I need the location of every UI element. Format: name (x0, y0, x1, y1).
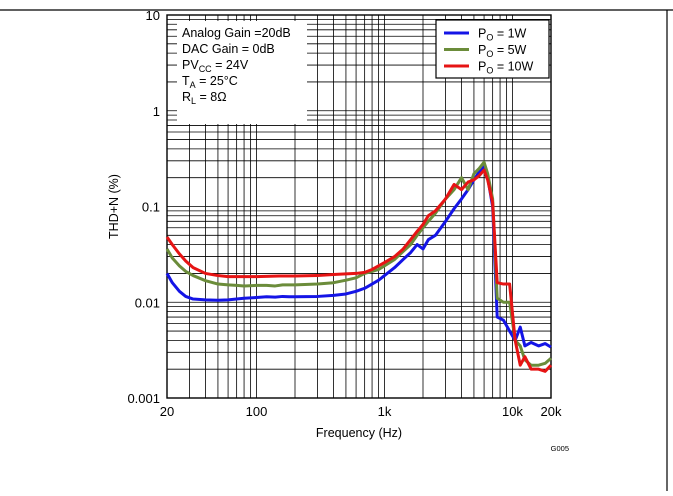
condition-subscript: L (191, 96, 196, 106)
conditions-background (177, 21, 307, 124)
legend-label-tail: = 10W (493, 60, 533, 74)
conditions-box: Analog Gain =20dB DAC Gain = 0dB PVCC = 24… (177, 21, 307, 124)
x-tick-label: 20 (160, 404, 174, 419)
y-tick-label: 10 (146, 8, 160, 23)
y-tick-label: 1 (153, 104, 160, 119)
condition-main-text: PV (182, 58, 199, 72)
plot-border (166, 14, 552, 399)
legend-label-2: PO = 5W (478, 43, 527, 59)
condition-line-4: TA = 25°C (182, 74, 238, 90)
legend-label-main: P (478, 60, 486, 74)
series-line-2 (165, 160, 552, 367)
x-axis-label: Frequency (Hz) (316, 426, 402, 440)
condition-line-1: Analog Gain =20dB (182, 26, 291, 40)
legend-label-tail: = 5W (493, 43, 526, 57)
series-line-1 (165, 165, 552, 349)
legend-label-tail: = 1W (493, 27, 526, 41)
y-tick-label: 0.001 (127, 391, 160, 406)
legend-label-subscript: O (486, 66, 493, 76)
condition-main-text: T (182, 74, 190, 88)
legend-label-subscript: O (486, 49, 493, 59)
x-tick-label: 10k (502, 404, 523, 419)
condition-main-text: R (182, 90, 191, 104)
condition-line-5: RL = 8Ω (182, 90, 227, 106)
condition-tail-text: = 25°C (196, 74, 238, 88)
x-tick-label: 100 (246, 404, 268, 419)
condition-main-text: DAC Gain = 0dB (182, 42, 275, 56)
condition-line-3: PVCC = 24V (182, 58, 249, 74)
legend-label-main: P (478, 27, 486, 41)
x-tick-label: 20k (541, 404, 562, 419)
legend-label-3: PO = 10W (478, 60, 534, 76)
condition-line-2: DAC Gain = 0dB (182, 42, 275, 56)
y-axis-label: THD+N (%) (107, 174, 121, 239)
y-tick-label: 0.01 (135, 295, 160, 310)
condition-tail-text: = 24V (212, 58, 249, 72)
x-tick-label: 1k (378, 404, 392, 419)
series-layer (165, 160, 553, 373)
condition-subscript: A (190, 80, 196, 90)
condition-main-text: Analog Gain =20dB (182, 26, 291, 40)
axes-layer: 20 100 1k 10k 20k 0.001 0.01 0.1 1 10 Frequency (H… (107, 8, 569, 453)
condition-tail-text: = 8Ω (196, 90, 227, 104)
legend-label-subscript: O (486, 33, 493, 43)
legend-label-main: P (478, 43, 486, 57)
legend-label-1: PO = 1W (478, 27, 527, 43)
condition-subscript: CC (199, 64, 212, 74)
figure-code: G005 (551, 444, 569, 453)
series-line-3 (165, 168, 553, 373)
y-tick-label: 0.1 (142, 200, 160, 215)
